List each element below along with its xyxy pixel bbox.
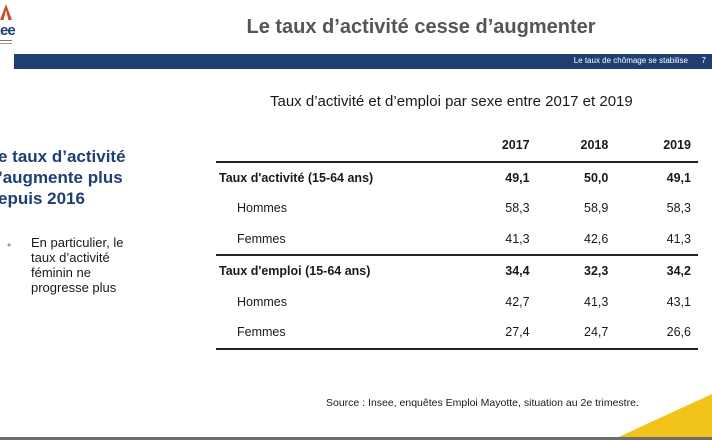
- cell-value: 26,6: [608, 317, 698, 350]
- insee-logo: ee: [0, 0, 16, 54]
- slide-title: Le taux d’activité cesse d’augmenter: [246, 16, 596, 38]
- bullet-icon: •: [7, 238, 12, 252]
- row-label: Taux d'activité (15-64 ans): [219, 170, 374, 185]
- logo-text: ee: [0, 22, 16, 39]
- table-row: Hommes 58,3 58,9 58,3: [216, 193, 698, 224]
- row-label: Hommes: [237, 294, 288, 309]
- cell-value: 34,2: [608, 254, 698, 287]
- section-banner: Le taux de chômage se stabilise 7: [14, 54, 712, 69]
- header-year: 2017: [450, 130, 530, 163]
- cell-value: 49,1: [505, 170, 530, 185]
- table-row: Taux d'emploi (15-64 ans) 34,4 32,3 34,2: [216, 254, 698, 287]
- row-label: Taux d'emploi (15-64 ans): [216, 254, 451, 287]
- cell-value: 41,3: [666, 231, 691, 246]
- cell-value: 32,3: [529, 254, 609, 287]
- table-row: Taux d'activité (15-64 ans) 49,1 50,0 49…: [216, 162, 698, 194]
- cell-value: 42,6: [584, 231, 609, 246]
- source-note: Source : Insee, enquêtes Emploi Mayotte,…: [326, 397, 639, 409]
- table-row: Hommes 42,7 41,3 43,1: [216, 287, 698, 318]
- logo-lines: [0, 40, 12, 41]
- cell-value: 34,4: [450, 254, 530, 287]
- cell-value: 58,9: [584, 201, 609, 216]
- banner-section-label: Le taux de chômage se stabilise: [573, 56, 688, 65]
- table-title: Taux d’activité et d’emploi par sexe ent…: [270, 93, 633, 110]
- table-header-row: 2017 2018 2019: [216, 130, 698, 163]
- cell-value: 58,3: [666, 201, 691, 216]
- header-year: 2018: [529, 130, 609, 163]
- page-number: 7: [701, 56, 706, 65]
- cell-value: 43,1: [666, 294, 691, 309]
- bottom-rule: [0, 437, 712, 440]
- cell-value: 27,4: [450, 317, 530, 350]
- cell-value: 24,7: [529, 317, 609, 350]
- table-row: Femmes 41,3 42,6 41,3: [216, 224, 698, 256]
- row-label: Femmes: [216, 317, 451, 350]
- cell-value: 58,3: [505, 201, 530, 216]
- row-label: Femmes: [237, 231, 286, 246]
- header-label-cell: [216, 130, 451, 163]
- cell-value: 41,3: [505, 231, 530, 246]
- cell-value: 42,7: [505, 294, 530, 309]
- table-row: Femmes 27,4 24,7 26,6: [216, 317, 698, 350]
- header-year: 2019: [608, 130, 698, 163]
- row-label: Hommes: [237, 201, 288, 216]
- data-table: 2017 2018 2019 Taux d'activité (15-64 an…: [216, 130, 698, 350]
- side-heading: e taux d’activité ’augmente plus epuis 2…: [0, 147, 126, 208]
- cell-value: 50,0: [584, 170, 609, 185]
- cell-value: 49,1: [666, 170, 691, 185]
- bullet-text: En particulier, le taux d’activité fémin…: [31, 235, 124, 295]
- cell-value: 41,3: [584, 294, 609, 309]
